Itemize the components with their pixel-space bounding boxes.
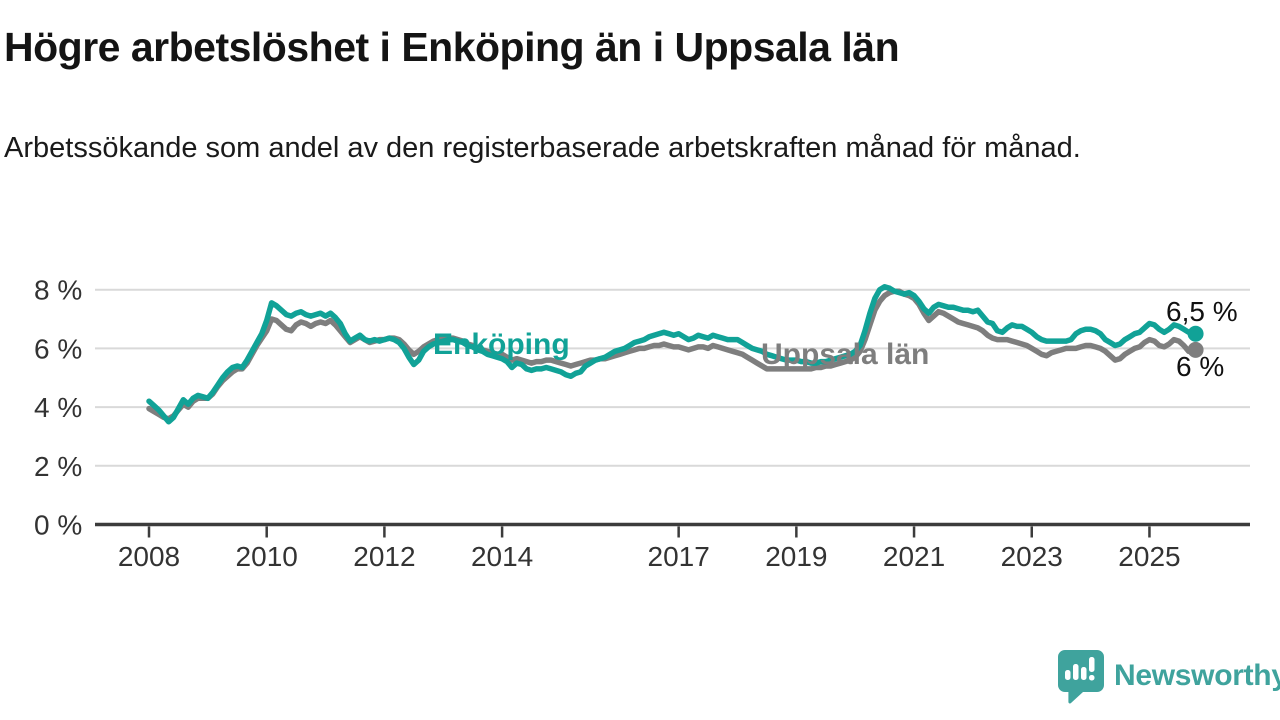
bar-3 [1081,667,1087,680]
chart-subtitle: Arbetssökande som andel av den registerb… [4,132,1081,164]
end-dot-enköping [1187,325,1204,342]
end-value-label-enkoping: 6,5 % [1166,296,1238,327]
series-label-uppsala: Uppsala län [761,338,930,371]
y-tick-label: 4 % [34,392,82,423]
series-end-dots [1187,325,1204,358]
series-lines [146,284,1197,425]
x-tick-label-2017: 2017 [648,541,710,572]
bar-1 [1065,670,1071,680]
x-tick-label-2008: 2008 [118,541,180,572]
x-tick-label-2023: 2023 [1001,541,1063,572]
y-tick-label: 0 % [34,510,82,541]
x-tick-label-2014: 2014 [471,541,533,572]
x-tick-label-2012: 2012 [353,541,415,572]
x-axis [95,522,1250,538]
exclamation-bar [1089,657,1095,672]
x-tick-label-2025: 2025 [1118,541,1180,572]
exclamation-dot [1089,675,1095,681]
page-title: Högre arbetslöshet i Enköping än i Uppsa… [4,24,900,70]
series-label-enkoping: Enköping [433,328,570,361]
y-axis-tick-labels: 0 % 2 % 4 % 6 % 8 % [34,275,82,541]
x-tick-label-2021: 2021 [883,541,945,572]
y-tick-label: 2 % [34,451,82,482]
y-tick-label: 8 % [34,275,82,306]
x-tick-label-2019: 2019 [765,541,827,572]
series-line-uppsala-län [146,288,1197,422]
y-tick-label: 6 % [34,333,82,364]
bar-2 [1073,664,1079,680]
newsworthy-logo-text: Newsworthy [1114,659,1280,692]
end-value-label-uppsala: 6 % [1176,351,1225,382]
newsworthy-logo: Newsworthy [1056,648,1280,704]
series-line-enköping [146,284,1197,425]
x-axis-tick-labels: 2008 2010 2012 2014 2017 2019 2021 2023 2025 [118,541,1181,572]
end-dot-uppsala-län [1187,341,1204,358]
newsworthy-bubble-chart-icon [1058,650,1104,704]
x-tick-label-2010: 2010 [236,541,298,572]
